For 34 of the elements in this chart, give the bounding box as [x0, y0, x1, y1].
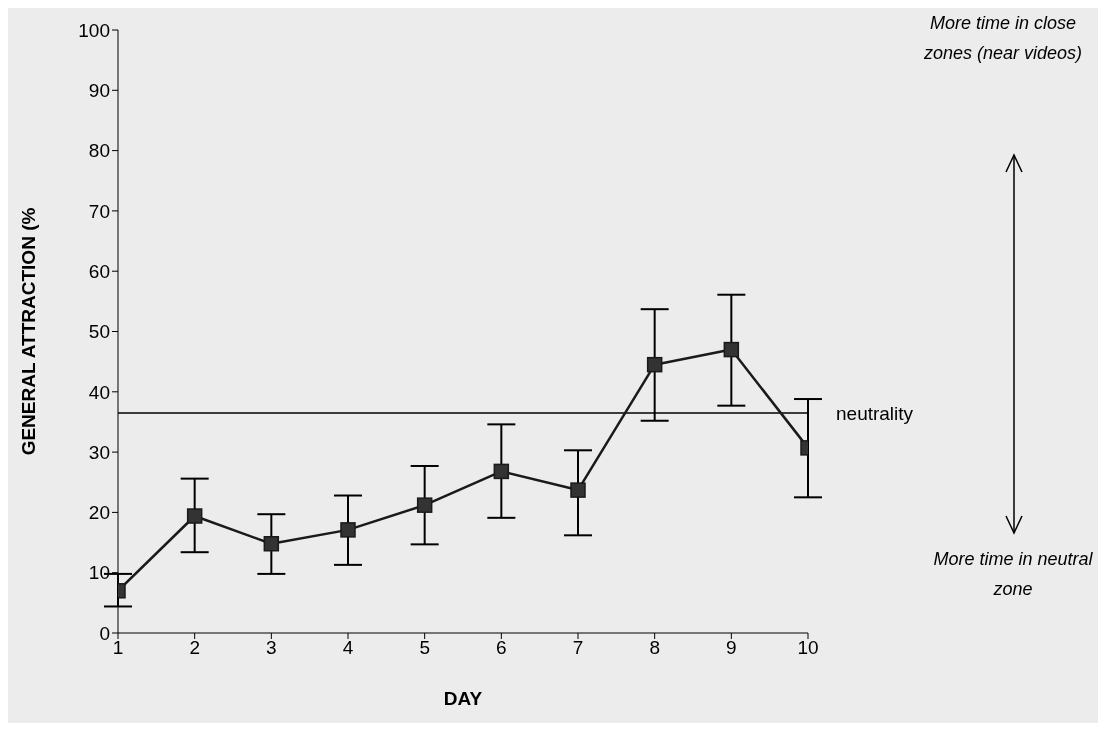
- y-tick-label: 20: [88, 502, 110, 524]
- y-tick-label: 10: [88, 562, 110, 584]
- y-axis-title: GENERAL ATTRACTION (%: [17, 207, 39, 456]
- point: [723, 341, 740, 358]
- ref-line-label: neutrality: [836, 402, 914, 424]
- y-tick-label: 80: [88, 140, 110, 162]
- point: [186, 508, 203, 524]
- x-tick-label: 6: [496, 637, 507, 659]
- x-tick-label: 10: [797, 637, 819, 659]
- y-tick-label: 70: [88, 200, 110, 222]
- point: [493, 463, 510, 480]
- y-tick-label: 100: [78, 19, 110, 41]
- x-tick-label: 4: [342, 637, 354, 659]
- text: More time in neutral zone: [932, 548, 1094, 601]
- x-tick-label: 9: [726, 637, 737, 659]
- point: [340, 522, 356, 538]
- x-tick-label: 1: [112, 637, 124, 659]
- y-tick-label: 90: [88, 80, 110, 102]
- x-axis-title: DAY: [443, 688, 483, 709]
- point: [646, 356, 663, 373]
- x-tick-label: 8: [649, 637, 660, 659]
- point: [263, 536, 280, 552]
- x-tick-label: 5: [419, 637, 430, 659]
- x-tick-label: 2: [189, 637, 200, 659]
- x-tick-label: 3: [266, 637, 277, 659]
- y-tick-label: 0: [99, 622, 110, 644]
- point: [570, 482, 586, 498]
- point: [416, 497, 433, 513]
- x-tick-label: 7: [572, 637, 584, 659]
- text: More time in close zones (near videos): [922, 12, 1084, 65]
- y-tick-label: 60: [88, 260, 110, 282]
- y-tick-label: 50: [88, 321, 110, 343]
- y-tick-label: 30: [88, 441, 110, 463]
- y-tick-label: 40: [88, 381, 110, 403]
